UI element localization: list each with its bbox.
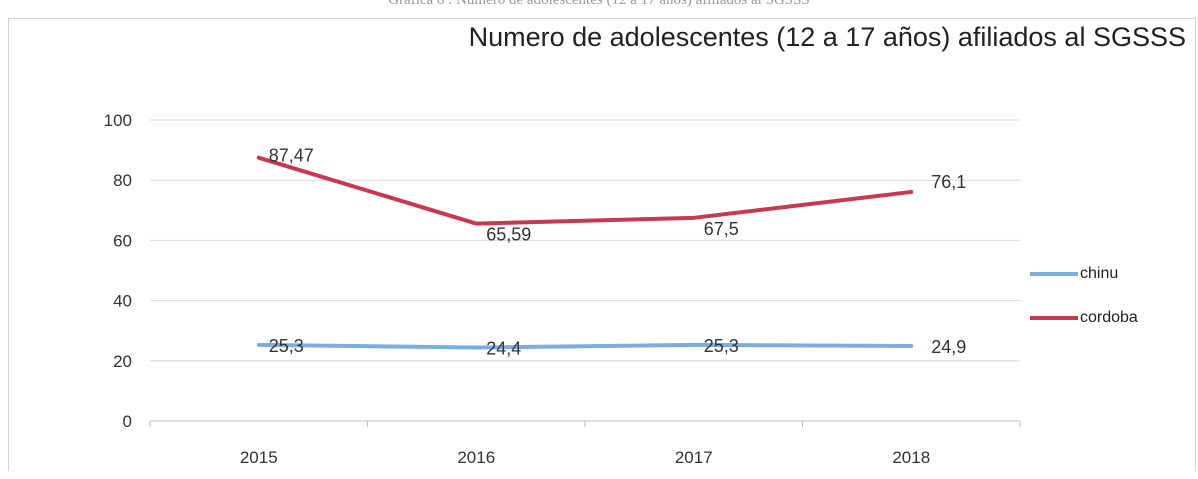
x-tick-label: 2015 [240,448,278,467]
chart-legend: chinu cordoba [1030,262,1138,350]
legend-item-chinu: chinu [1030,262,1138,286]
data-label: 65,59 [486,225,531,245]
y-tick-label: 100 [104,111,132,130]
legend-swatch-cordoba [1030,316,1078,320]
data-label: 25,3 [269,336,304,356]
data-label: 76,1 [931,172,966,192]
data-label: 67,5 [704,219,739,239]
legend-item-cordoba: cordoba [1030,306,1138,330]
data-label: 87,47 [269,146,314,166]
series-line-chinu [256,342,914,350]
y-tick-label: 80 [113,171,132,190]
y-tick-label: 40 [113,292,132,311]
chart-frame [8,18,1196,471]
figure-caption: Gráfica 6 : Número de adolescentes (12 a… [388,0,810,8]
data-label: 24,9 [931,337,966,357]
x-tick-label: 2018 [892,448,930,467]
chart-title: Numero de adolescentes (12 a 17 años) af… [468,22,1186,52]
y-tick-label: 20 [113,352,132,371]
x-tick-label: 2016 [457,448,495,467]
legend-label-cordoba: cordoba [1080,309,1138,326]
y-tick-label: 0 [123,412,132,431]
x-tick-label: 2017 [675,448,713,467]
series-line-cordoba [256,155,914,226]
data-label: 25,3 [704,336,739,356]
data-label: 24,4 [486,339,521,359]
legend-swatch-chinu [1030,272,1078,276]
legend-label-chinu: chinu [1080,265,1119,282]
y-tick-label: 60 [113,231,132,250]
